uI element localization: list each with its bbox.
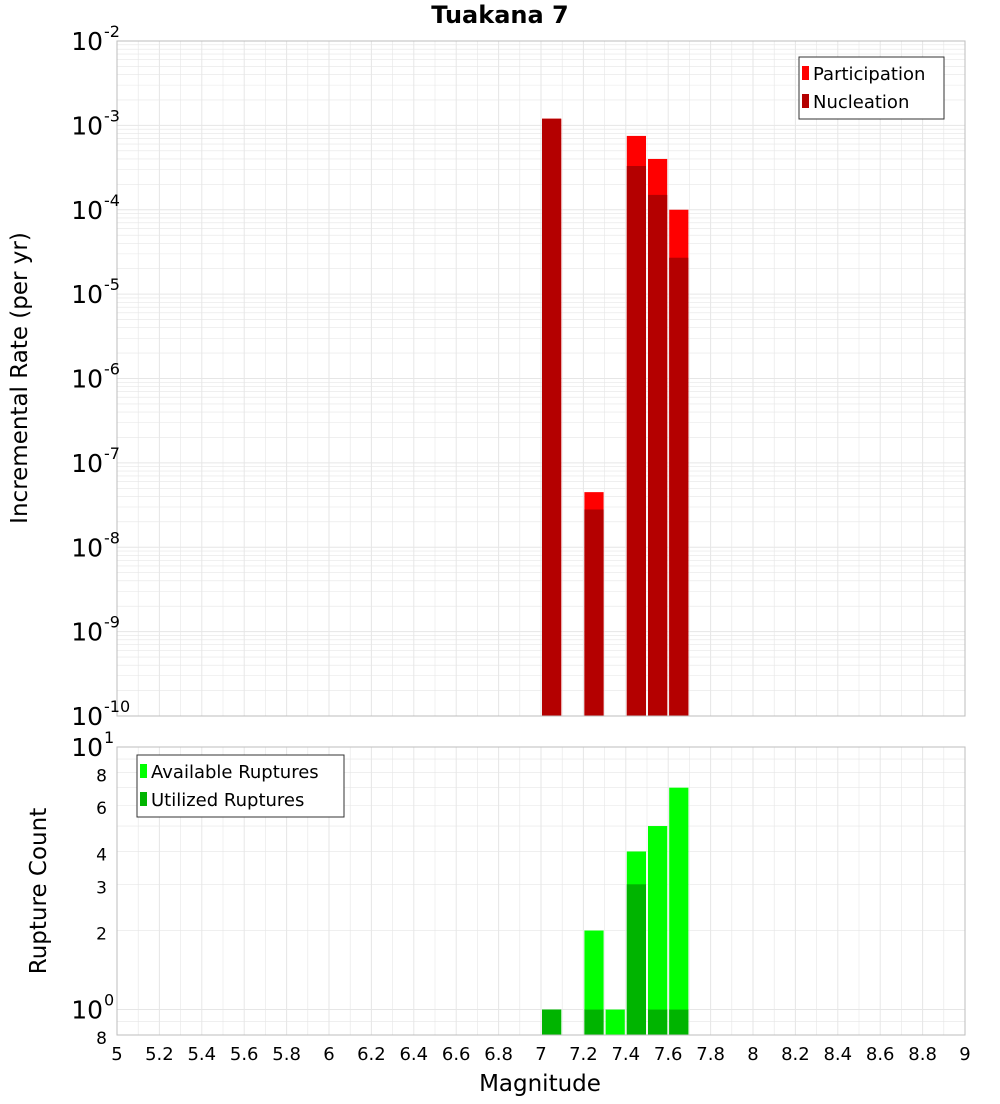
rate-y-tick-exponent: -3 xyxy=(104,106,120,125)
rupture-y-tick-label: 8 xyxy=(96,1029,107,1049)
rate-bar-nucleation xyxy=(669,257,689,716)
rate-y-tick-label: 10 xyxy=(71,365,103,394)
rupture-bar-available-ruptures xyxy=(669,787,689,1035)
rate-bar-nucleation xyxy=(542,118,562,716)
rate-y-tick-label: 10 xyxy=(71,618,103,647)
x-tick-label: 5.6 xyxy=(230,1044,259,1065)
x-tick-label: 8.2 xyxy=(781,1044,810,1065)
rate-panel: 10-210-310-410-510-610-710-810-910 -10Par… xyxy=(71,22,966,731)
rupture-y-tick-label: 10 xyxy=(71,996,103,1025)
rupture-y-tick-exponent: 1 xyxy=(104,728,114,747)
top-y-axis-label: Incremental Rate (per yr) xyxy=(7,232,33,524)
x-tick-label: 5.2 xyxy=(145,1044,174,1065)
rupture-y-tick-label: 3 xyxy=(96,878,107,898)
rupture-legend-swatch xyxy=(140,792,147,806)
rupture-legend-box xyxy=(136,754,345,818)
rate-y-tick-exponent: -5 xyxy=(104,275,120,294)
x-tick-label: 6.8 xyxy=(484,1044,513,1065)
rate-y-tick-label: 10 xyxy=(71,280,103,309)
rate-y-tick-label: 10 xyxy=(71,196,103,225)
x-tick-label: 6.6 xyxy=(442,1044,471,1065)
rate-y-tick-exponent: -6 xyxy=(104,360,120,379)
rupture-y-tick-exponent: 0 xyxy=(104,991,114,1010)
x-tick-label: 7 xyxy=(535,1044,546,1065)
rupture-y-tick-label: 4 xyxy=(96,845,107,865)
rupture-legend-swatch xyxy=(140,764,147,778)
x-tick-label: 8.6 xyxy=(866,1044,895,1065)
rate-y-tick-exponent: -10 xyxy=(104,697,130,716)
rupture-bar-utilized-ruptures xyxy=(542,1009,562,1035)
rupture-bar-available-ruptures xyxy=(648,826,668,1035)
rate-y-tick-exponent: -8 xyxy=(104,528,120,547)
rate-bar-nucleation xyxy=(626,166,646,717)
rupture-bar-available-ruptures xyxy=(584,930,604,1035)
rate-bar-nucleation xyxy=(584,509,604,716)
rate-legend-swatch xyxy=(802,66,809,80)
rupture-bar-utilized-ruptures xyxy=(648,1009,668,1035)
rupture-bar-utilized-ruptures xyxy=(669,1009,689,1035)
x-tick-label: 5.8 xyxy=(272,1044,301,1065)
rate-y-tick-label: 10 xyxy=(71,449,103,478)
rate-y-tick-exponent: -4 xyxy=(104,191,120,210)
rate-plot-frame xyxy=(116,40,966,717)
rate-y-tick-exponent: -2 xyxy=(104,22,120,41)
rate-legend-box xyxy=(798,56,945,120)
rupture-y-tick-label: 10 xyxy=(71,733,103,762)
x-tick-label: 6.2 xyxy=(357,1044,386,1065)
rate-legend-label: Participation xyxy=(813,64,925,85)
rupture-bar-utilized-ruptures xyxy=(584,1009,604,1035)
x-tick-label: 7.8 xyxy=(696,1044,725,1065)
x-tick-label: 7.4 xyxy=(611,1044,640,1065)
rate-y-tick-label: 10 xyxy=(71,111,103,140)
rupture-bar-available-ruptures xyxy=(605,1009,625,1035)
rate-legend-label: Nucleation xyxy=(813,92,909,113)
rate-y-tick-label: 10 xyxy=(71,27,103,56)
x-tick-label: 8.4 xyxy=(823,1044,852,1065)
rupture-y-tick-label: 8 xyxy=(96,766,107,786)
x-tick-label: 5 xyxy=(111,1044,122,1065)
rupture-legend-label: Utilized Ruptures xyxy=(151,790,304,811)
rupture-legend-label: Available Ruptures xyxy=(151,762,319,783)
chart-title: Tuakana 7 xyxy=(431,1,569,29)
rate-y-tick-exponent: -9 xyxy=(104,613,120,632)
x-tick-label: 9 xyxy=(959,1044,970,1065)
x-tick-label: 7.6 xyxy=(654,1044,683,1065)
rate-bar-nucleation xyxy=(648,194,668,716)
x-tick-label: 6.4 xyxy=(399,1044,428,1065)
x-axis-label: Magnitude xyxy=(479,1071,601,1097)
x-tick-label: 5.4 xyxy=(187,1044,216,1065)
x-tick-label: 8 xyxy=(747,1044,758,1065)
bottom-y-axis-label: Rupture Count xyxy=(26,808,52,974)
rupture-plot-frame xyxy=(116,746,966,1036)
rupture-y-tick-label: 6 xyxy=(96,799,107,819)
x-tick-label: 7.2 xyxy=(569,1044,598,1065)
rupture-y-tick-label: 2 xyxy=(96,925,107,945)
rate-legend-swatch xyxy=(802,94,809,108)
rate-y-tick-label: 10 xyxy=(71,533,103,562)
rupture-bar-utilized-ruptures xyxy=(626,884,646,1035)
rate-y-tick-exponent: -7 xyxy=(104,444,120,463)
x-tick-label: 6 xyxy=(323,1044,334,1065)
x-tick-label: 8.8 xyxy=(908,1044,937,1065)
rate-y-tick-label: 10 xyxy=(71,702,103,731)
x-tick-labels: 5 5.2 5.4 5.6 5.8 6 6.2 6.4 6.6 6.8 7 7.2 7.4 7.6 7.8 8… xyxy=(111,1044,970,1065)
